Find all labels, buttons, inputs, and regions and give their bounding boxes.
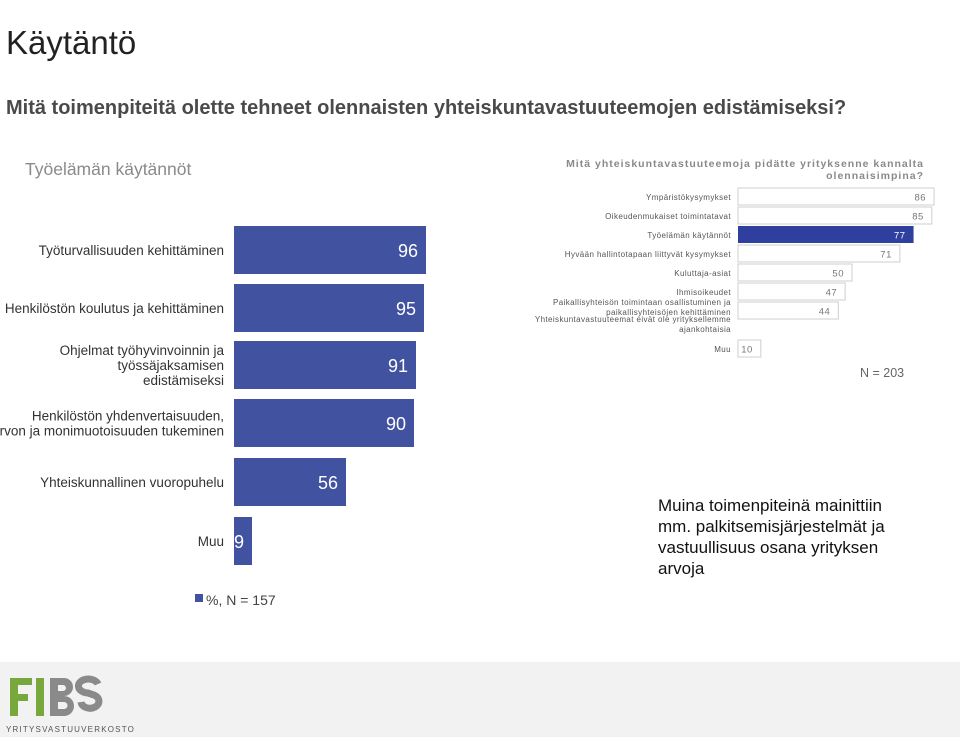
right-category-label: Oikeudenmukaiset toimintatavat (605, 212, 731, 221)
right-bar (738, 226, 914, 243)
left-bar-value: 96 (398, 241, 418, 261)
question-text: Mitä toimenpiteitä olette tehneet olenna… (6, 97, 847, 119)
left-bar (234, 341, 416, 389)
left-category-label: Ohjelmat työhyvinvoinnin ja (60, 343, 225, 358)
right-category-label: Hyvään hallintotapaan liittyvät kysymyks… (565, 250, 732, 259)
right-bar-value: 86 (915, 193, 927, 204)
right-bar-value: 85 (912, 212, 924, 223)
left-category-label: Työturvallisuuden kehittäminen (39, 243, 224, 258)
left-bar (234, 517, 252, 565)
legend-label: %, N = 157 (206, 592, 276, 608)
right-category-label: Muu (714, 345, 731, 354)
page-title: Käytäntö (6, 24, 137, 61)
right-bar (737, 187, 935, 206)
fibs-logo (10, 675, 103, 716)
left-category-label: Henkilöstön yhdenvertaisuuden, (32, 409, 224, 424)
right-category-label: Ympäristökysymykset (646, 193, 731, 202)
left-category-label: edistämiseksi (143, 373, 224, 388)
right-chart-title: Mitä yhteiskuntavastuuteemoja pidätte yr… (566, 158, 924, 182)
right-bar-value: 77 (894, 231, 906, 242)
right-category-label: Kuluttaja-asiat (674, 269, 731, 278)
left-category-label: työssäjaksamisen (117, 358, 224, 373)
left-bar (234, 399, 414, 447)
right-category-label: ajankohtaisia (679, 325, 731, 334)
right-bar-value: 47 (826, 288, 838, 299)
right-bar (737, 301, 839, 320)
right-category-label: Työelämän käytännöt (647, 231, 731, 240)
note-text: Muina toimenpiteinä mainittiin mm. palki… (658, 496, 885, 578)
logo-subtitle: YRITYSVASTUUVERKOSTO (6, 725, 136, 734)
left-category-label: Yhteiskunnallinen vuoropuhelu (40, 475, 224, 490)
right-chart-n-annotation: N = 203 (860, 366, 905, 380)
right-category-label: Yhteiskuntavastuuteemat eivät ole yrityk… (535, 315, 731, 324)
footer-band (0, 662, 960, 737)
right-bar-value: 44 (819, 307, 831, 318)
left-category-label: Henkilöstön koulutus ja kehittäminen (5, 301, 224, 316)
right-bar (737, 244, 901, 263)
left-chart-title: Työelämän käytännöt (25, 159, 192, 179)
left-bar-value: 95 (396, 299, 416, 319)
right-category-label: Ihmisoikeudet (676, 288, 731, 297)
left-bar-value: 91 (388, 356, 408, 376)
right-bar-value: 50 (832, 269, 844, 280)
right-bar (737, 282, 846, 301)
right-category-label: Paikallisyhteisön toimintaan osallistumi… (553, 298, 731, 307)
legend-swatch (195, 594, 203, 602)
right-bar (737, 263, 853, 282)
left-category-label: tasa-arvon ja monimuotoisuuden tukeminen (0, 424, 224, 439)
right-bar-value: 71 (880, 250, 892, 261)
right-bar-value: 10 (741, 345, 753, 356)
fibs-logo-mark (10, 675, 103, 716)
left-bar (234, 458, 346, 506)
right-category-label: paikallisyhteisöjen kehittäminen (606, 308, 731, 317)
right-bar (737, 206, 933, 225)
left-bar (234, 284, 424, 332)
left-bar-value: 9 (234, 532, 244, 552)
right-bar (737, 339, 762, 358)
left-bar-value: 90 (386, 414, 406, 434)
left-category-label: Muu (198, 534, 224, 549)
left-bar-value: 56 (318, 473, 338, 493)
left-bar (234, 226, 426, 274)
